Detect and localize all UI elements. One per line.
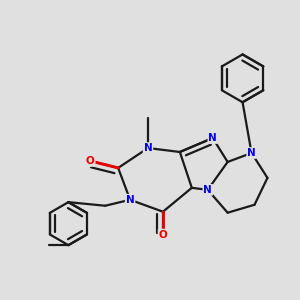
Text: O: O (86, 156, 95, 166)
Text: N: N (203, 185, 212, 195)
Text: N: N (126, 195, 134, 205)
Text: N: N (208, 133, 217, 143)
Text: N: N (247, 148, 256, 158)
Text: N: N (144, 143, 152, 153)
Text: O: O (159, 230, 167, 240)
